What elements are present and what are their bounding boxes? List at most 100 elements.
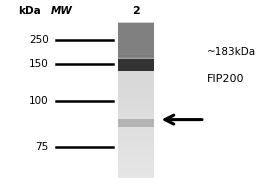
Bar — [118, 82, 154, 83]
Bar — [118, 104, 154, 105]
Text: 2: 2 — [132, 6, 140, 16]
Bar — [118, 23, 154, 37]
Bar — [118, 23, 154, 57]
Bar — [118, 69, 154, 70]
Bar — [118, 71, 154, 72]
Bar — [118, 23, 154, 59]
Bar — [118, 23, 154, 52]
Bar — [118, 145, 154, 146]
Bar — [118, 142, 154, 143]
Bar — [118, 73, 154, 74]
Bar — [118, 172, 154, 173]
Bar — [118, 67, 154, 68]
Bar — [118, 30, 154, 31]
Bar — [118, 95, 154, 96]
Bar — [118, 168, 154, 169]
Bar — [118, 102, 154, 103]
Bar — [118, 43, 154, 44]
Bar — [118, 117, 154, 118]
Bar — [118, 109, 154, 110]
Bar — [118, 96, 154, 97]
Bar — [118, 40, 154, 41]
Bar — [118, 23, 154, 52]
Bar — [118, 158, 154, 159]
Bar — [118, 83, 154, 84]
Bar — [118, 23, 154, 44]
Bar — [118, 24, 154, 25]
Bar — [118, 23, 154, 58]
Bar — [118, 51, 154, 52]
Bar — [118, 103, 154, 104]
Bar — [118, 23, 154, 32]
Bar — [118, 159, 154, 160]
Bar — [118, 26, 154, 27]
Bar — [118, 23, 154, 53]
Bar — [118, 81, 154, 82]
Bar — [118, 113, 154, 114]
Bar — [118, 65, 154, 66]
Bar — [118, 132, 154, 133]
Bar — [118, 23, 154, 45]
Bar — [118, 23, 154, 40]
Text: ~183kDa: ~183kDa — [207, 47, 256, 56]
Bar — [118, 59, 154, 60]
Bar — [118, 23, 154, 31]
Bar — [118, 111, 154, 112]
Bar — [118, 23, 154, 25]
Bar — [118, 116, 154, 117]
Bar — [118, 58, 154, 59]
Bar — [118, 128, 154, 129]
Bar — [118, 23, 154, 54]
Bar — [118, 105, 154, 106]
Bar — [118, 23, 154, 43]
Bar — [118, 33, 154, 34]
Bar — [118, 127, 154, 128]
Bar — [118, 23, 154, 29]
Bar — [118, 41, 154, 42]
Bar — [118, 175, 154, 176]
Bar — [118, 173, 154, 174]
Bar — [118, 89, 154, 90]
Bar — [118, 136, 154, 137]
Bar — [118, 59, 154, 71]
Bar — [118, 23, 154, 49]
Bar — [118, 130, 154, 131]
Bar — [118, 61, 154, 62]
Bar — [118, 72, 154, 73]
Bar — [118, 110, 154, 111]
Bar — [118, 23, 154, 36]
Bar — [118, 23, 154, 27]
Bar — [118, 101, 154, 102]
Bar — [118, 55, 154, 59]
Bar — [118, 138, 154, 139]
Bar — [118, 98, 154, 99]
Bar — [118, 23, 154, 54]
Bar — [118, 118, 154, 119]
Bar — [118, 115, 154, 116]
Bar — [118, 23, 154, 41]
Bar — [118, 23, 154, 30]
Bar — [118, 177, 154, 178]
Bar — [118, 135, 154, 136]
Bar — [118, 66, 154, 67]
Text: 150: 150 — [29, 59, 49, 69]
Bar — [118, 161, 154, 162]
Text: 75: 75 — [35, 142, 49, 152]
Bar — [118, 45, 154, 46]
Bar — [118, 68, 154, 69]
Bar — [118, 92, 154, 93]
Bar — [118, 147, 154, 148]
Text: MW: MW — [50, 6, 72, 16]
Bar — [118, 23, 154, 33]
Bar — [118, 23, 154, 47]
Bar — [118, 23, 154, 38]
Bar — [118, 156, 154, 157]
Bar — [118, 35, 154, 36]
Bar — [118, 155, 154, 156]
Bar — [118, 23, 154, 27]
Bar — [118, 76, 154, 77]
Bar — [118, 39, 154, 40]
Bar — [118, 153, 154, 154]
Bar — [118, 74, 154, 75]
Bar — [118, 23, 154, 24]
